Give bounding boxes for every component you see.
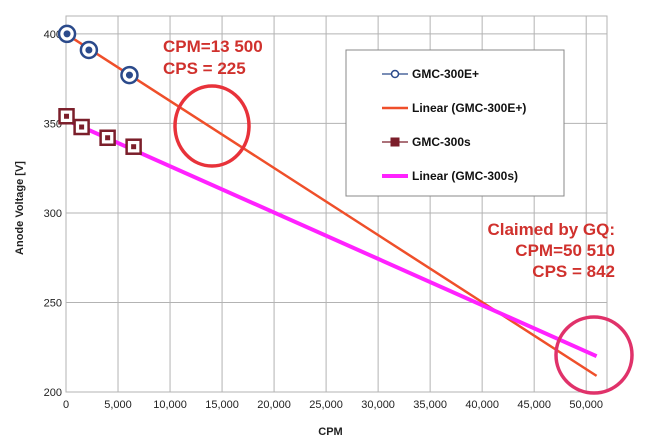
x-axis-ticks: 0 5,000 10,000 15,000 20,000 25,000 30,000 35,0… xyxy=(63,399,603,411)
legend: GMC-300E+ Linear (GMC-300E+) GMC-300s Linea… xyxy=(345,49,565,197)
legend-label: Linear (GMC-300E+) xyxy=(412,101,526,115)
annotation-13500: CPM=13 500 CPS = 225 xyxy=(163,37,263,168)
point-square-dot xyxy=(131,144,137,150)
annotation-text-line: CPM=13 500 xyxy=(163,37,263,56)
x-tick-label: 20,000 xyxy=(257,399,291,411)
trend-line-2 xyxy=(65,118,598,359)
point-circle xyxy=(79,40,99,60)
x-tick-label: 50,000 xyxy=(569,399,603,411)
annotation-text-line: Claimed by GQ: xyxy=(487,220,615,239)
point-circle-dot xyxy=(85,46,93,54)
data-points xyxy=(57,24,142,155)
x-tick-label: 25,000 xyxy=(309,399,343,411)
y-axis-ticks: 200 250 300 350 400 xyxy=(44,29,62,399)
point-circle-dot xyxy=(125,71,133,79)
legend-swatch-marker xyxy=(390,69,400,79)
point-square-dot xyxy=(105,135,111,141)
y-axis-title: Anode Voltage [V] xyxy=(14,161,26,255)
legend-label: GMC-300E+ xyxy=(412,67,479,81)
y-tick-label: 200 xyxy=(44,387,62,399)
point-circle xyxy=(120,65,139,85)
y-tick-label: 400 xyxy=(44,29,62,41)
annotation-circle xyxy=(173,84,251,168)
point-square-dot xyxy=(79,124,85,130)
point-square-dot xyxy=(64,113,70,119)
trend-lines xyxy=(65,32,598,377)
point-square xyxy=(58,108,75,125)
x-tick-label: 45,000 xyxy=(517,399,551,411)
annotation-50510: Claimed by GQ: CPM=50 510 CPS = 842 xyxy=(487,220,634,395)
point-square xyxy=(73,118,90,136)
x-tick-label: 5,000 xyxy=(104,399,132,411)
x-tick-label: 30,000 xyxy=(361,399,395,411)
y-tick-label: 250 xyxy=(44,297,62,309)
annotation-text-line: CPS = 225 xyxy=(163,59,246,78)
point-circle xyxy=(57,24,77,44)
x-tick-label: 35,000 xyxy=(413,399,447,411)
legend-label: Linear (GMC-300s) xyxy=(412,169,518,183)
x-tick-label: 15,000 xyxy=(205,399,239,411)
x-axis-title: CPM xyxy=(318,426,342,438)
plot-frame xyxy=(65,15,608,393)
annotation-circle xyxy=(554,315,634,395)
legend-label: GMC-300s xyxy=(412,135,471,149)
annotations: CPM=13 500 CPS = 225 Claimed by GQ: CPM=50 … xyxy=(163,37,634,395)
y-tick-label: 300 xyxy=(44,208,62,220)
x-tick-label: 40,000 xyxy=(465,399,499,411)
y-tick-label: 350 xyxy=(44,118,62,130)
legend-swatch-marker xyxy=(390,137,400,147)
x-tick-label: 0 xyxy=(63,399,69,411)
point-circle-dot xyxy=(63,30,71,38)
point-square xyxy=(125,138,142,155)
point-square xyxy=(99,129,116,147)
x-tick-label: 10,000 xyxy=(153,399,187,411)
annotation-text-line: CPM=50 510 xyxy=(515,241,615,260)
annotation-text-line: CPS = 842 xyxy=(532,262,615,281)
